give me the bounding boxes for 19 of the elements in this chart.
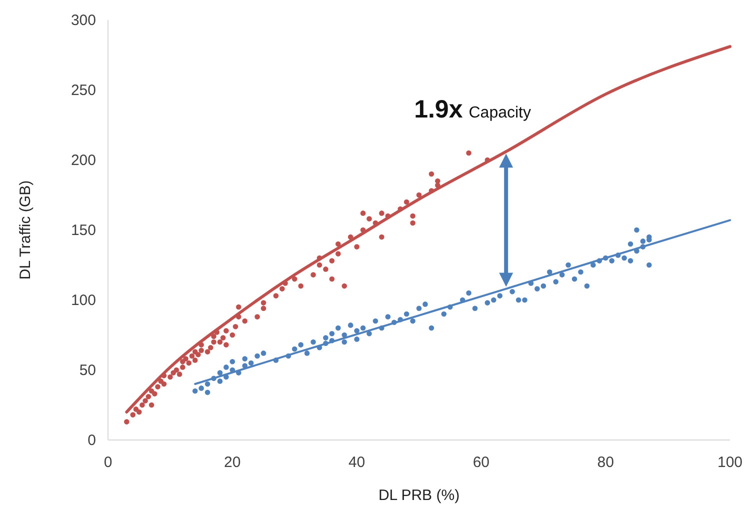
y-tick-label: 150 xyxy=(70,222,96,239)
x-tick-label: 0 xyxy=(104,454,112,471)
y-tick-label: 300 xyxy=(70,12,96,29)
annotation: 1.9x xyxy=(414,96,463,124)
x-tick-label: 20 xyxy=(224,454,241,471)
annotation: Capacity xyxy=(468,104,531,122)
x-axis-title: DL PRB (%) xyxy=(378,487,460,504)
y-tick-label: 250 xyxy=(70,82,96,99)
y-axis-title: DL Traffic (GB) xyxy=(17,180,34,280)
x-tick-label: 40 xyxy=(348,454,366,471)
x-tick-label: 100 xyxy=(717,454,743,471)
x-tick-label: 60 xyxy=(472,454,490,471)
y-tick-label: 100 xyxy=(70,292,96,309)
y-tick-label: 0 xyxy=(88,432,96,449)
y-tick-label: 50 xyxy=(79,362,96,379)
x-tick-label: 80 xyxy=(597,454,614,471)
line-series xyxy=(194,219,731,385)
y-tick-label: 200 xyxy=(70,152,96,169)
line-series xyxy=(125,45,732,414)
